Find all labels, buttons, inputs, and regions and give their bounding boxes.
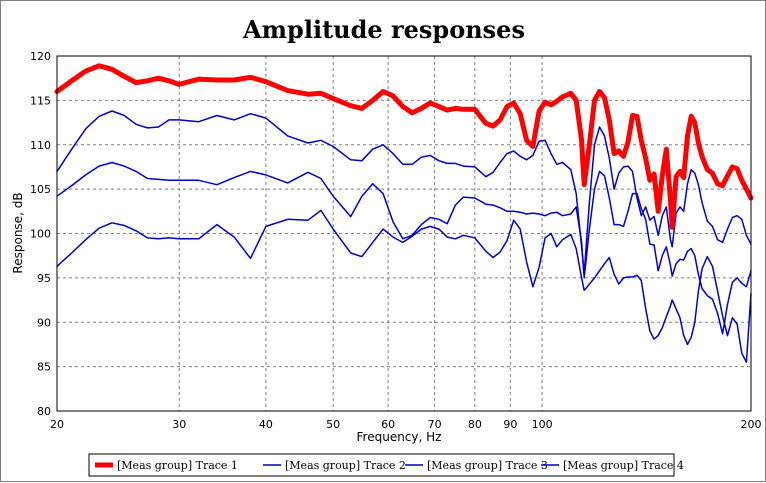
y-tick-label: 100 bbox=[30, 228, 51, 241]
x-axis-label: Frequency, Hz bbox=[357, 430, 442, 444]
grid-lines bbox=[57, 56, 751, 411]
y-tick-label: 95 bbox=[37, 272, 51, 285]
y-tick-label: 110 bbox=[30, 139, 51, 152]
x-tick-labels: 20 30 40 50 60 70 80 90 100 200 bbox=[50, 418, 762, 431]
legend-box bbox=[88, 453, 675, 477]
x-tick-label: 70 bbox=[428, 418, 442, 431]
y-tick-label: 90 bbox=[37, 316, 51, 329]
legend-label-trace-3: [Meas group] Trace 3 bbox=[427, 459, 548, 472]
x-tick-label: 40 bbox=[259, 418, 273, 431]
series-line-trace-1 bbox=[54, 63, 754, 230]
series-line-trace-4 bbox=[56, 209, 752, 363]
x-tick-label: 90 bbox=[503, 418, 517, 431]
x-tick-label: 200 bbox=[741, 418, 762, 431]
x-tick-label: 50 bbox=[326, 418, 340, 431]
series-line-trace-2 bbox=[56, 110, 752, 275]
axis-frame bbox=[56, 55, 752, 412]
series-layer bbox=[54, 63, 754, 363]
x-tick-label: 60 bbox=[381, 418, 395, 431]
legend-label-trace-2: [Meas group] Trace 2 bbox=[285, 459, 406, 472]
y-tick-label: 105 bbox=[30, 183, 51, 196]
y-tick-labels: 80 85 90 95 100 105 110 115 120 bbox=[30, 50, 51, 418]
x-tick-label: 20 bbox=[50, 418, 64, 431]
x-tick-label: 100 bbox=[532, 418, 553, 431]
legend-label-trace-4: [Meas group] Trace 4 bbox=[563, 459, 684, 472]
x-tick-label: 30 bbox=[172, 418, 186, 431]
y-tick-label: 120 bbox=[30, 50, 51, 63]
series-line-trace-3 bbox=[56, 161, 752, 335]
legend: [Meas group] Trace 1 [Meas group] Trace 2… bbox=[88, 453, 684, 477]
x-tick-label: 80 bbox=[468, 418, 482, 431]
legend-label-trace-1: [Meas group] Trace 1 bbox=[117, 459, 238, 472]
chart-title: Amplitude responses bbox=[242, 15, 525, 44]
y-tick-label: 85 bbox=[37, 361, 51, 374]
y-tick-label: 115 bbox=[30, 94, 51, 107]
y-axis-label: Response, dB bbox=[11, 192, 25, 273]
y-tick-label: 80 bbox=[37, 405, 51, 418]
